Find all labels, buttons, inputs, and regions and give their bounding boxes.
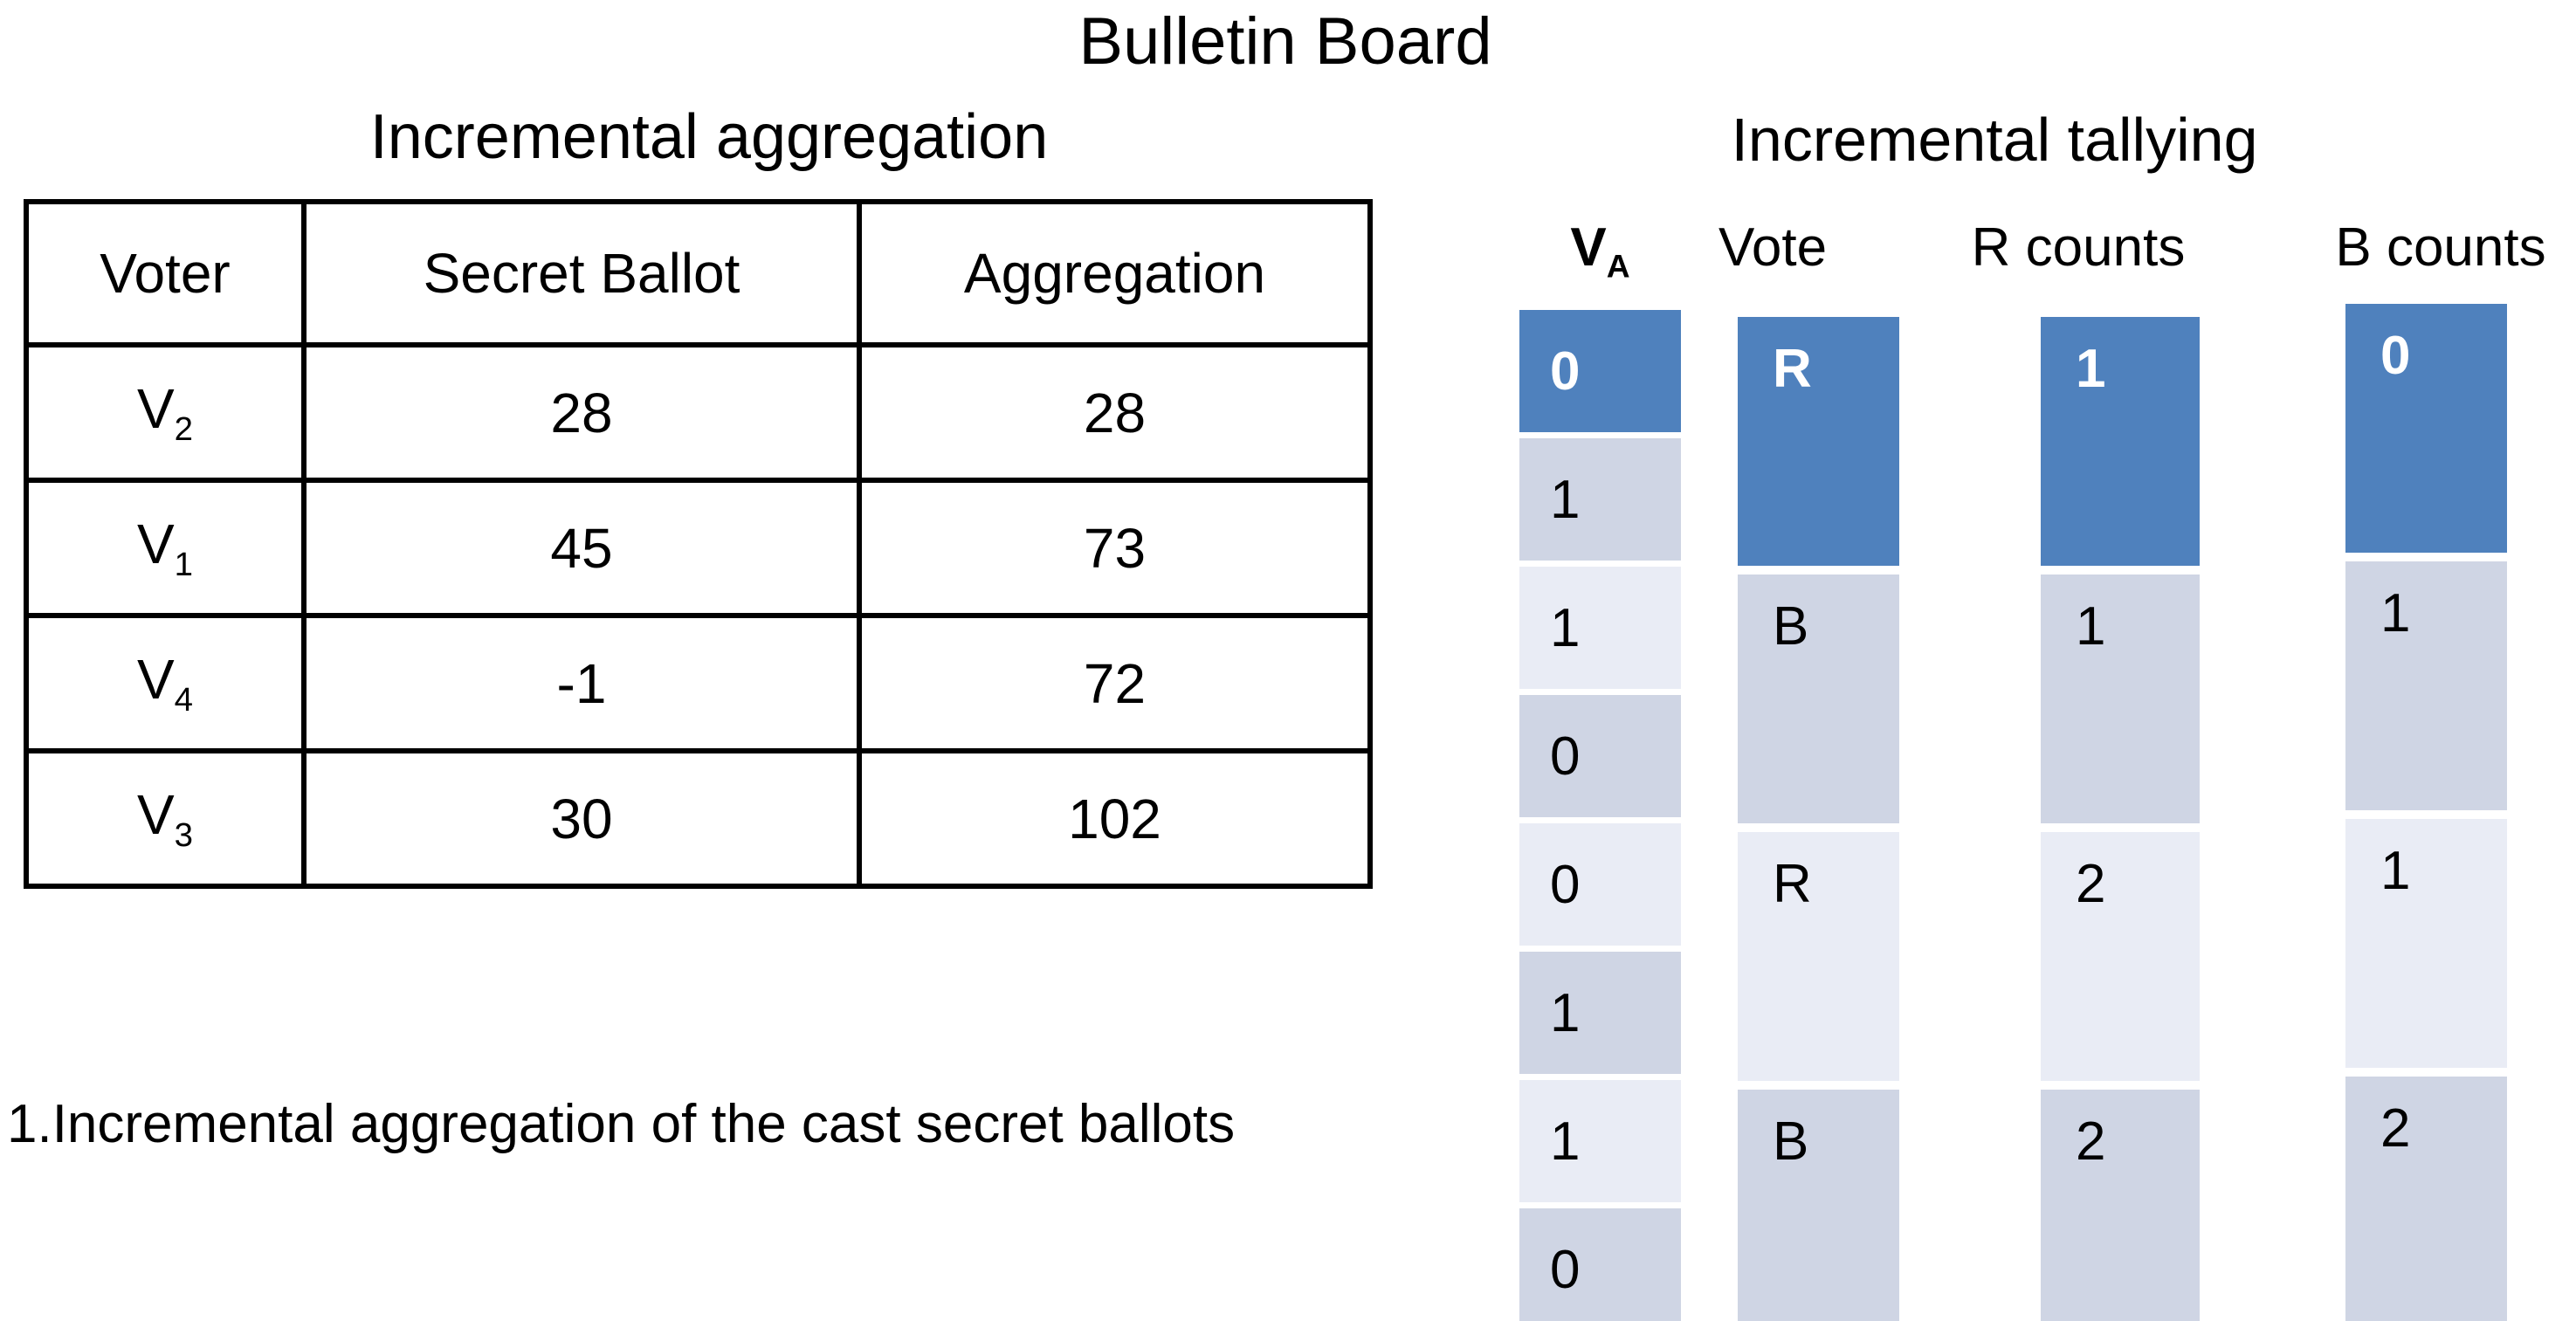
table-row: V4 -1 72 [24,613,1373,753]
b-counts-cell: 1 [2345,819,2507,1068]
table-row: V1 45 73 [24,478,1373,618]
secret-ballot-value: 45 [301,478,862,618]
r-counts-cell: 2 [2041,832,2200,1081]
vote-column-header: Vote [1718,217,1828,278]
vote-cell: B [1738,574,1899,823]
secret-ballot-value: 30 [301,748,862,889]
r-counts-column-header: R counts [1971,217,2186,278]
table-row: V3 30 102 [24,748,1373,889]
va-cell: 0 [1519,695,1681,817]
aggregation-table: Voter Secret Ballot Aggregation V2 28 28… [24,199,1373,889]
note-line-2: 2. All partial aggregations 28, 73, and … [7,1317,1509,1321]
va-cell: 1 [1519,952,1681,1074]
aggregation-value: 73 [857,478,1373,618]
incremental-aggregation-heading: Incremental aggregation [369,102,1049,172]
voter-label: V4 [24,613,307,753]
table-header-row: Voter Secret Ballot Aggregation [24,199,1373,347]
b-counts-cell: 1 [2345,561,2507,810]
va-cell: 1 [1519,438,1681,561]
vote-cell: R [1738,317,1899,566]
va-column-header: VA [1570,217,1630,285]
r-counts-cell: 1 [2041,574,2200,823]
voter-label: V1 [24,478,307,618]
va-cell: 0 [1519,310,1681,432]
incremental-tallying-heading: Incremental tallying [1731,106,2258,174]
notes-list: 1.Incremental aggregation of the cast se… [7,932,1509,1321]
voter-label: V3 [24,748,307,889]
r-counts-cell: 2 [2041,1090,2200,1321]
table-row: V2 28 28 [24,342,1373,483]
aggregation-value: 28 [857,342,1373,483]
b-counts-column-header: B counts [2335,217,2546,278]
va-cell: 0 [1519,823,1681,946]
r-counts-cell: 1 [2041,317,2200,566]
va-cell: 0 [1519,1208,1681,1321]
va-cell: 1 [1519,1080,1681,1202]
secret-ballot-value: 28 [301,342,862,483]
col-header-secret-ballot: Secret Ballot [301,199,862,347]
vote-cell: R [1738,832,1899,1081]
page-title: Bulletin Board [1078,4,1492,79]
aggregation-value: 72 [857,613,1373,753]
aggregation-value: 102 [857,748,1373,889]
voter-label: V2 [24,342,307,483]
b-counts-cell: 2 [2345,1077,2507,1321]
vote-cell: B [1738,1090,1899,1321]
note-line-1: 1.Incremental aggregation of the cast se… [7,1094,1236,1154]
col-header-aggregation: Aggregation [857,199,1373,347]
secret-ballot-value: -1 [301,613,862,753]
col-header-voter: Voter [24,199,307,347]
va-cell: 1 [1519,567,1681,689]
b-counts-cell: 0 [2345,304,2507,553]
